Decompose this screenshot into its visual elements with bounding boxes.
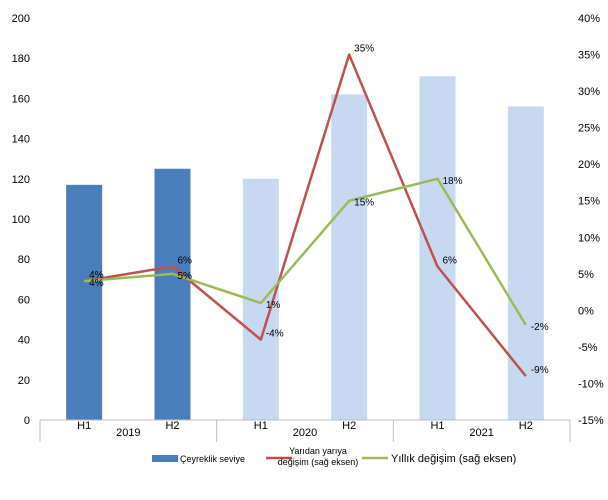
- line-series: 4% 6% -4% 35% 6% -9% 4% 5% 1% 15% 18% -2%: [83, 44, 549, 377]
- left-tick-label: 60: [18, 294, 30, 306]
- right-axis: -15% -10% -5% 0% 5% 10% 15% 20% 25% 30% 35% 40%: [578, 13, 604, 427]
- left-tick-label: 140: [12, 134, 30, 146]
- x-tick-label: H2: [342, 420, 356, 432]
- data-label: 1%: [266, 300, 281, 311]
- data-label: 6%: [178, 256, 193, 267]
- left-tick-label: 200: [12, 13, 30, 25]
- right-tick-label: 15%: [578, 196, 600, 208]
- x-tick-label: H1: [430, 420, 444, 432]
- data-label: 18%: [443, 176, 463, 187]
- data-label: -4%: [266, 329, 284, 340]
- x-group-label: 2020: [293, 427, 317, 439]
- bar: [154, 168, 191, 420]
- x-group-label: 2021: [469, 427, 493, 439]
- left-tick-label: 40: [18, 335, 30, 347]
- data-label: 5%: [178, 271, 193, 282]
- bar: [331, 94, 368, 420]
- right-tick-label: -15%: [578, 415, 604, 427]
- right-tick-label: -5%: [578, 342, 598, 354]
- left-tick-label: 100: [12, 214, 30, 226]
- right-tick-label: 40%: [578, 13, 600, 25]
- legend-label-bar: Çeyreklik seviye: [180, 454, 245, 464]
- data-label: 35%: [354, 44, 374, 55]
- bar-series: [66, 76, 544, 420]
- left-tick-label: 160: [12, 93, 30, 105]
- data-label: -9%: [531, 365, 549, 376]
- x-axis: 2019 2020 2021 H1 H2 H1 H2 H1 H2: [39, 419, 571, 442]
- legend-label-line1: değişim (sağ eksen): [278, 457, 359, 467]
- left-axis: 0 20 40 60 80 100 120 140 160 180 200: [12, 13, 30, 427]
- data-label: 15%: [354, 198, 374, 209]
- data-label: 4%: [89, 270, 104, 281]
- right-tick-label: 20%: [578, 159, 600, 171]
- series-line: [84, 177, 527, 326]
- left-tick-label: 120: [12, 174, 30, 186]
- right-tick-label: 25%: [578, 123, 600, 135]
- left-tick-label: 80: [18, 254, 30, 266]
- series-line: [83, 53, 527, 377]
- right-tick-label: 5%: [578, 269, 594, 281]
- data-label: -2%: [531, 322, 549, 333]
- x-tick-label: H2: [519, 420, 533, 432]
- right-tick-label: 30%: [578, 86, 600, 98]
- legend-label-line1: Yarıdan yarıya: [289, 446, 347, 456]
- left-tick-label: 20: [18, 375, 30, 387]
- bar: [419, 76, 456, 420]
- x-tick-label: H1: [77, 420, 91, 432]
- data-label: 4%: [89, 278, 104, 289]
- right-tick-label: 10%: [578, 232, 600, 244]
- left-tick-label: 180: [12, 53, 30, 65]
- right-tick-label: 35%: [578, 50, 600, 62]
- x-group-label: 2019: [116, 427, 140, 439]
- legend-swatch-bar: [152, 455, 178, 462]
- right-tick-label: 0%: [578, 305, 594, 317]
- left-tick-label: 0: [24, 415, 30, 427]
- x-tick-label: H2: [165, 420, 179, 432]
- legend-label-line2: Yıllık değişim (sağ eksen): [391, 453, 516, 465]
- data-label: 6%: [443, 256, 458, 267]
- bar: [507, 106, 544, 420]
- bar: [66, 184, 103, 420]
- right-tick-label: -10%: [578, 378, 604, 390]
- x-tick-label: H1: [254, 420, 268, 432]
